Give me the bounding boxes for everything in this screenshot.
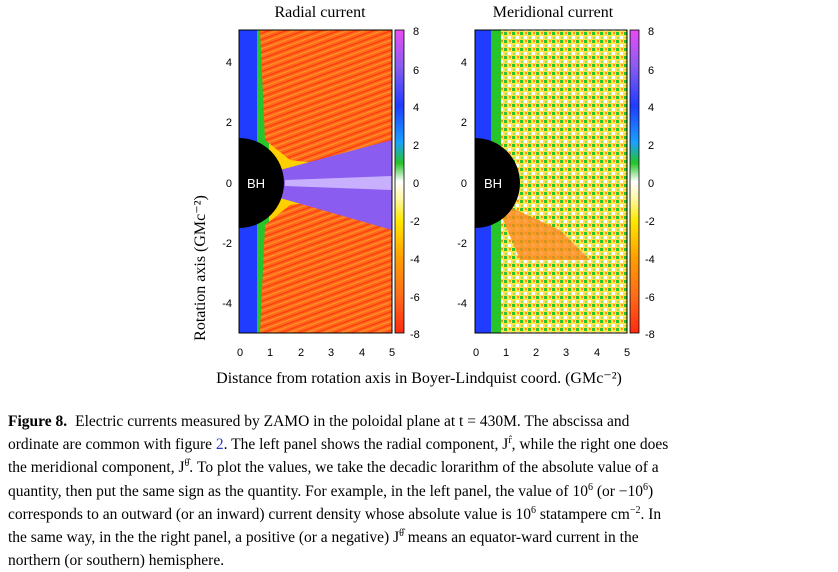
right-cbtick: -6 bbox=[645, 292, 655, 304]
left-cbtick: 6 bbox=[413, 65, 419, 77]
left-bh-label: BH bbox=[247, 176, 265, 191]
left-cbtick: 8 bbox=[413, 26, 419, 38]
left-xtick: 4 bbox=[359, 347, 365, 359]
right-cbtick: -8 bbox=[645, 329, 655, 341]
right-xtick: 0 bbox=[473, 347, 479, 359]
right-panel-frame bbox=[474, 29, 628, 334]
left-xtick: 2 bbox=[298, 347, 304, 359]
left-ytick: -4 bbox=[222, 298, 232, 310]
right-ytick: -4 bbox=[457, 298, 467, 310]
left-xtick: 1 bbox=[267, 347, 273, 359]
right-ytick: -2 bbox=[457, 238, 467, 250]
left-ytick: 0 bbox=[226, 178, 232, 190]
right-xtick: 4 bbox=[594, 347, 600, 359]
right-cbtick: 4 bbox=[648, 102, 654, 114]
right-panel-plot bbox=[475, 30, 627, 333]
right-colorbar bbox=[629, 29, 640, 334]
left-colorbar bbox=[394, 29, 405, 334]
right-cbtick: 8 bbox=[648, 26, 654, 38]
right-ytick: 2 bbox=[461, 117, 467, 129]
right-xtick: 2 bbox=[533, 347, 539, 359]
left-cbtick: 0 bbox=[413, 178, 419, 190]
left-cbtick: 2 bbox=[413, 140, 419, 152]
right-cbtick: 0 bbox=[648, 178, 654, 190]
right-bh-label: BH bbox=[484, 176, 502, 191]
figure-ref-link[interactable]: 2 bbox=[215, 436, 224, 454]
figure-plots: BH BH 4 2 0 -2 -4 4 2 0 -2 -4 0 1 2 3 4 … bbox=[222, 26, 655, 359]
right-cbtick: -2 bbox=[645, 216, 655, 228]
x-axis-label: Distance from rotation axis in Boyer-Lin… bbox=[216, 370, 622, 387]
left-cbtick: -4 bbox=[410, 254, 420, 266]
left-panel-title: Radial current bbox=[274, 4, 366, 21]
left-cbtick: -2 bbox=[410, 216, 420, 228]
left-cbtick: 4 bbox=[413, 102, 419, 114]
left-cbtick: -8 bbox=[410, 329, 420, 341]
left-xtick: 3 bbox=[328, 347, 334, 359]
left-ytick: 2 bbox=[226, 117, 232, 129]
right-ytick: 4 bbox=[461, 57, 467, 69]
right-ytick: 0 bbox=[461, 178, 467, 190]
right-xtick: 3 bbox=[563, 347, 569, 359]
left-cbtick: -6 bbox=[410, 292, 420, 304]
right-cbtick: 6 bbox=[648, 65, 654, 77]
left-panel-frame bbox=[238, 29, 393, 334]
left-xtick: 0 bbox=[237, 347, 243, 359]
figure-caption: Figure 8. Electric currents measured by Z… bbox=[8, 413, 669, 570]
right-cbtick: 2 bbox=[648, 140, 654, 152]
left-ytick: -2 bbox=[222, 238, 232, 250]
right-cbtick: -4 bbox=[645, 254, 655, 266]
right-xtick: 5 bbox=[624, 347, 630, 359]
left-panel-plot bbox=[239, 30, 392, 333]
left-ytick: 4 bbox=[226, 57, 232, 69]
left-xtick: 5 bbox=[389, 347, 395, 359]
right-xtick: 1 bbox=[503, 347, 509, 359]
figure-label: Figure 8. bbox=[8, 413, 68, 430]
right-panel-title: Meridional current bbox=[492, 4, 614, 21]
